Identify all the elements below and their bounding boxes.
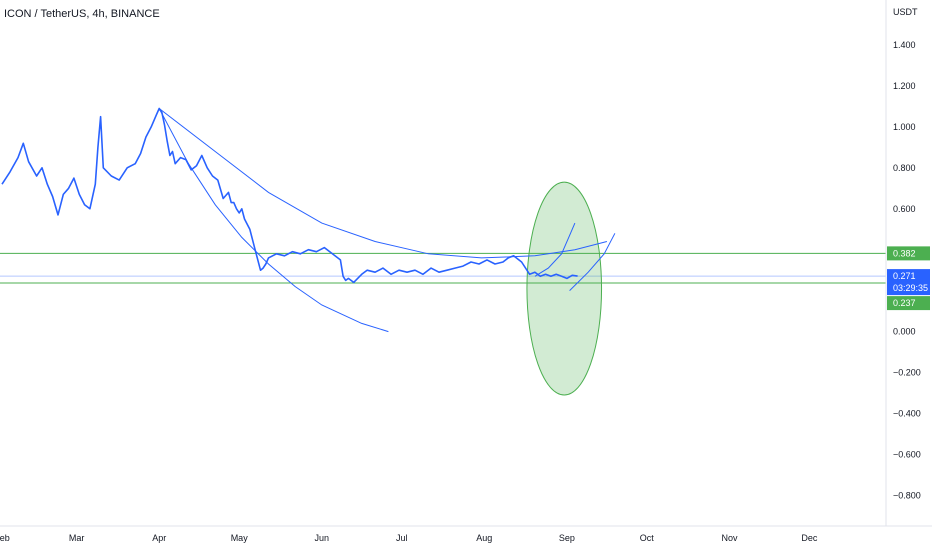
highlight-circle [526,181,603,396]
y-tick-label: −0.800 [893,490,921,500]
upper-arc [158,108,608,259]
y-axis-unit: USDT [893,7,918,17]
price-series-layer [1,107,578,284]
lower-arc [158,108,389,333]
x-tick-label: Apr [152,533,166,543]
horizontal-levels [0,252,886,284]
symbol-title: ICON / TetherUS, 4h, BINANCE [4,8,160,20]
x-tick-label: Feb [0,533,10,543]
y-tick-label: 0.800 [893,163,916,173]
level-badge-upper [887,246,930,261]
y-tick-label: 1.400 [893,40,916,50]
y-tick-label: 0.600 [893,204,916,214]
y-tick-label: 1.200 [893,81,916,91]
sweep-arc [534,222,576,277]
last-price-badge [887,269,930,296]
x-tick-label: Jun [315,533,330,543]
level-badge-lower-label: 0.237 [893,298,916,308]
price-series-line-0 [1,107,578,284]
x-tick-label: Nov [721,533,738,543]
x-tick-label: Oct [640,533,655,543]
x-tick-label: May [231,533,249,543]
level-badge-lower [887,296,930,311]
countdown-label: 03:29:35 [893,283,928,293]
x-tick-label: Sep [559,533,575,543]
y-tick-label: 0.000 [893,327,916,337]
x-tick-label: Jul [396,533,408,543]
x-tick-label: Aug [476,533,492,543]
y-tick-label: −0.400 [893,408,921,418]
up-arrow-line [569,233,616,291]
level-badge-upper-label: 0.382 [893,248,916,258]
y-tick-label: 1.000 [893,122,916,132]
y-tick-label: −0.600 [893,449,921,459]
price-badges: 0.382 0.271 03:29:35 0.237 [887,246,930,311]
chart-drawings [158,108,616,396]
y-tick-label: −0.200 [893,368,921,378]
x-tick-label: Mar [69,533,85,543]
last-price-label: 0.271 [893,271,916,281]
x-axis-ticks: Feb Mar Apr May Jun Jul Aug Sep Oct Nov Dec [0,533,818,543]
x-tick-label: Dec [801,533,818,543]
